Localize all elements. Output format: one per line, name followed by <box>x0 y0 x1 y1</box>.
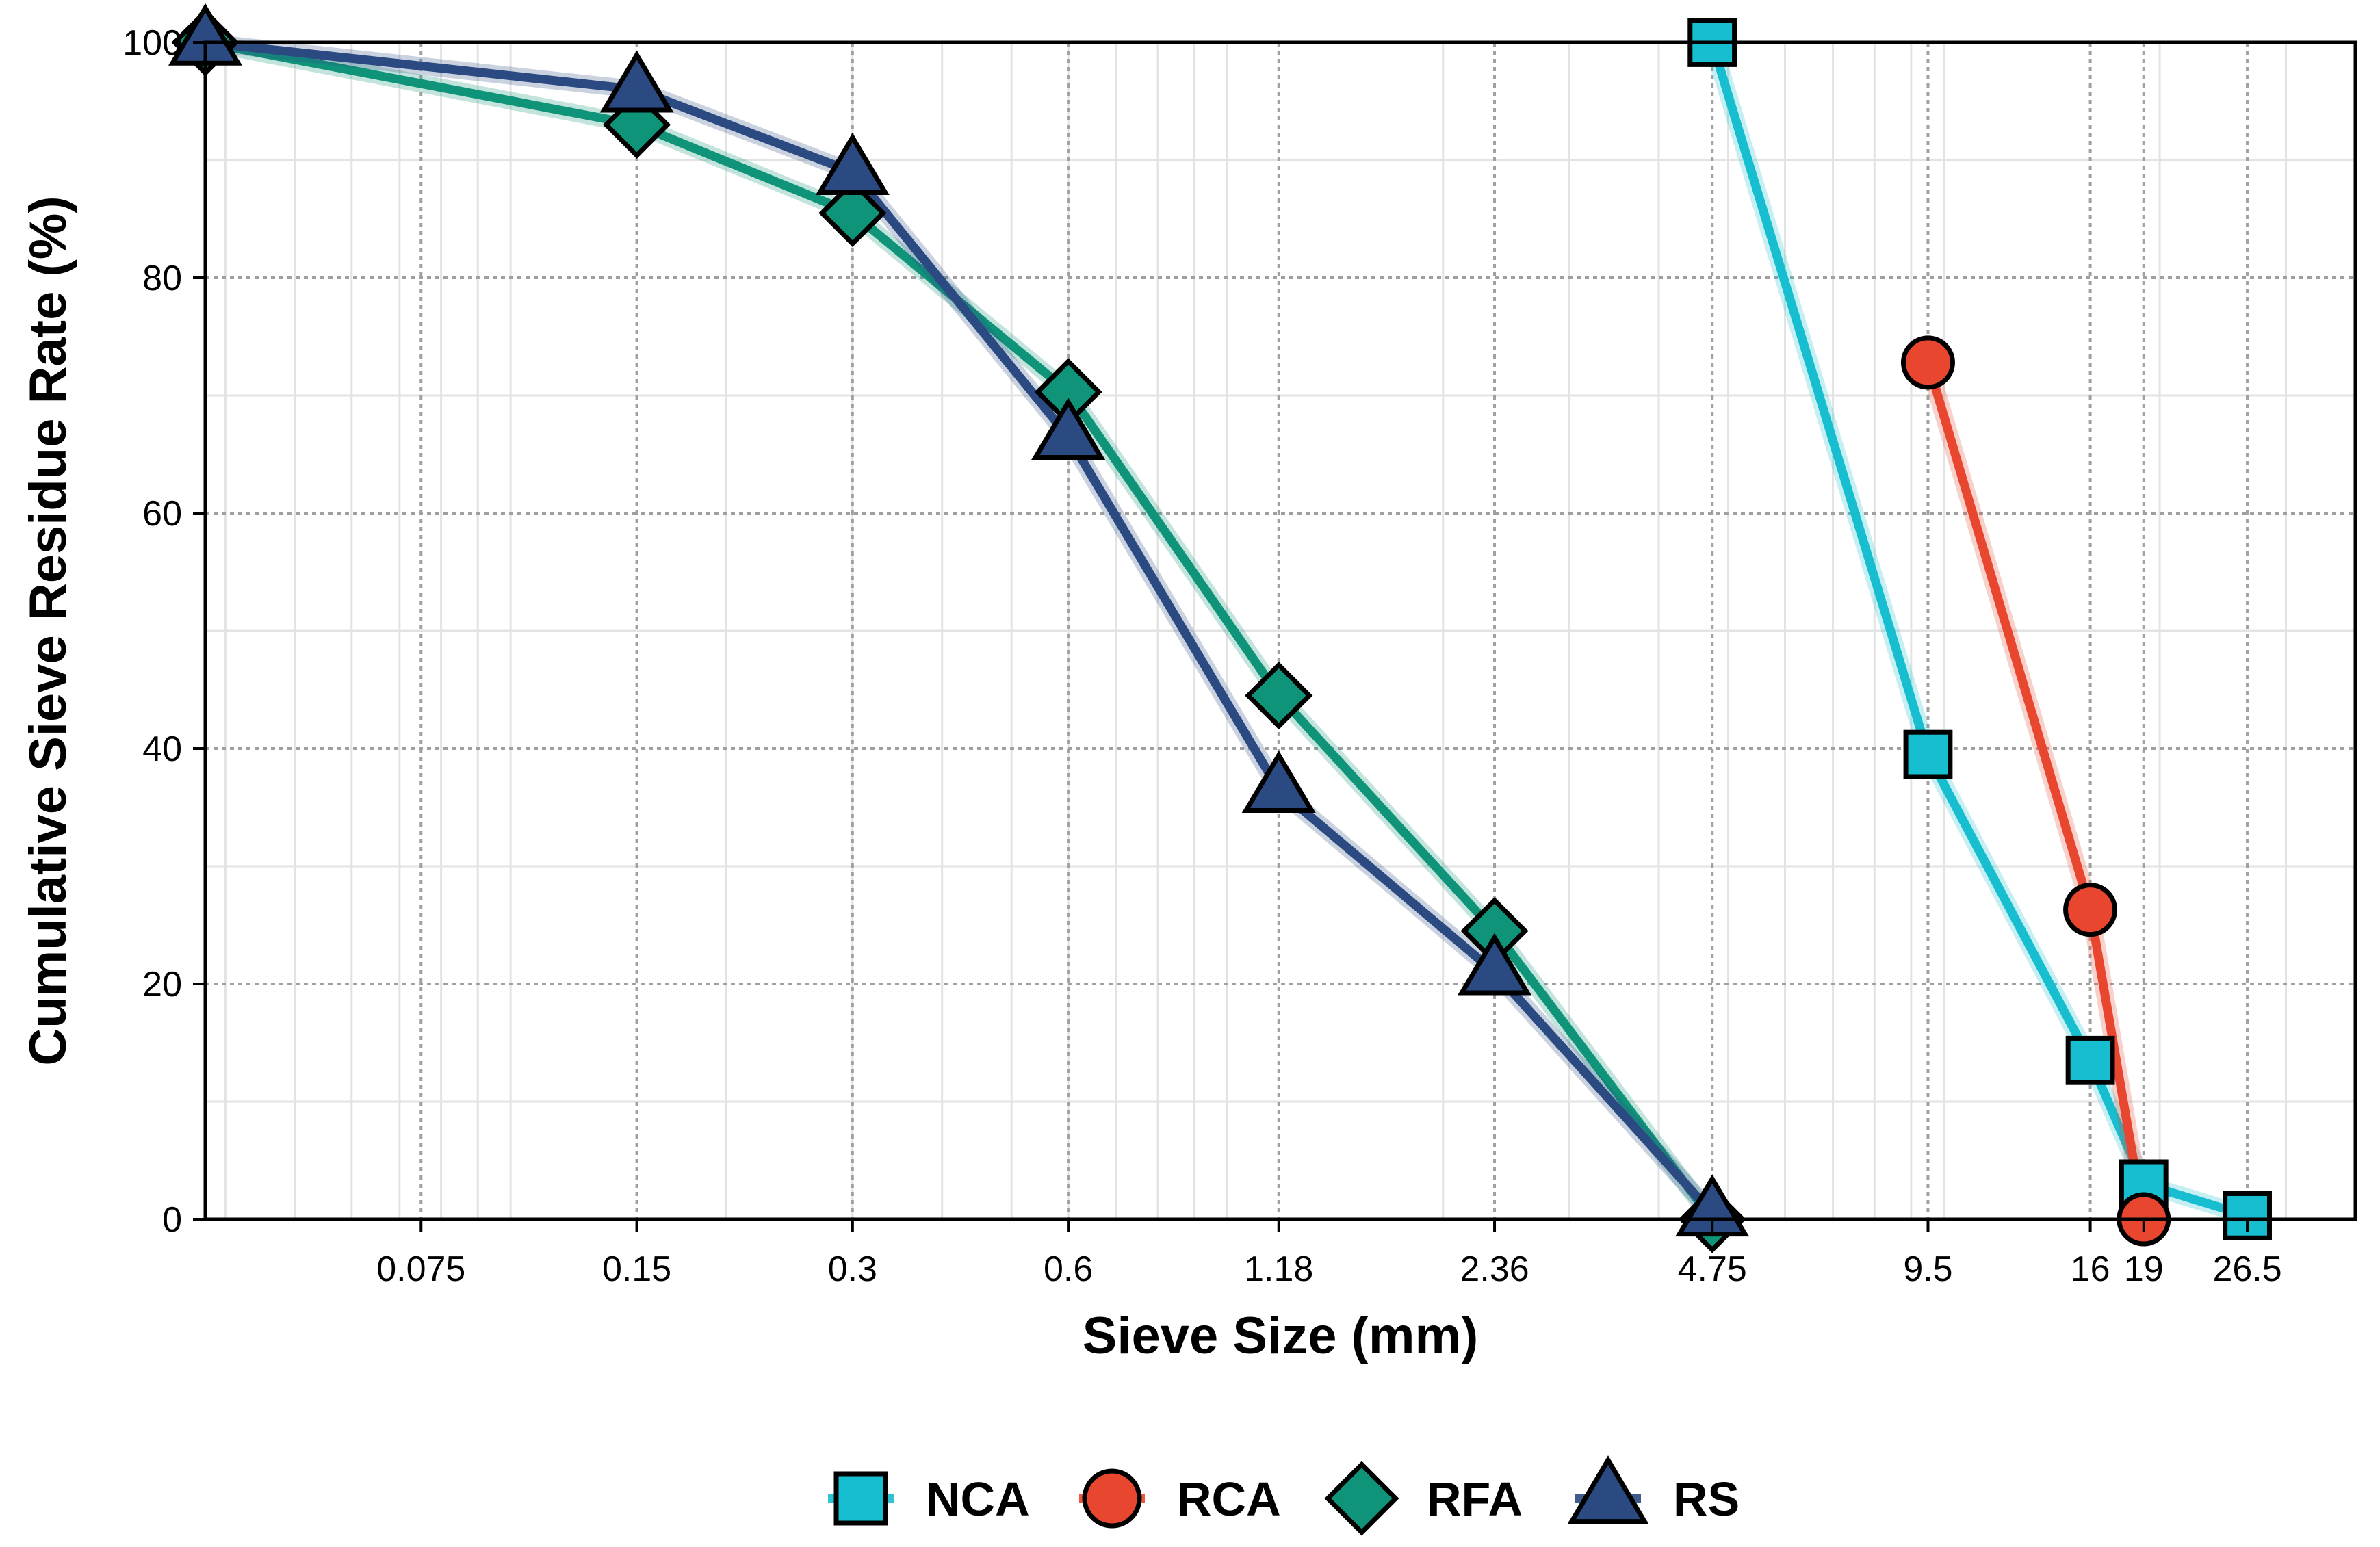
axes: 0.075 0.15 0.3 0.6 1.18 2.36 4.75 9.5 16 19 26.5 0 2… <box>122 23 2281 1289</box>
grid <box>205 41 2355 1221</box>
y-tick-label: 80 <box>142 259 182 298</box>
x-tick-label: 0.3 <box>828 1249 877 1289</box>
legend-label: NCA <box>926 1472 1030 1526</box>
data-point <box>1245 662 1313 730</box>
x-tick-label: 4.75 <box>1678 1249 1747 1289</box>
data-point <box>599 50 674 113</box>
x-tick-label: 1.18 <box>1244 1249 1313 1289</box>
y-tick-label: 20 <box>142 965 182 1004</box>
legend-label: RCA <box>1177 1472 1281 1526</box>
legend-label: RFA <box>1427 1472 1523 1526</box>
y-tick-label: 100 <box>122 23 182 63</box>
data-point <box>1241 750 1316 813</box>
x-tick-label: 26.5 <box>2212 1249 2281 1289</box>
data-point <box>1903 729 1953 779</box>
x-axis-title: Sieve Size (mm) <box>1083 1307 1479 1365</box>
x-tick-label: 0.15 <box>602 1249 671 1289</box>
data-point <box>1457 933 1532 996</box>
data-point <box>1900 335 1955 390</box>
y-axis-title: Cumulative Sieve Residue Rate (%) <box>19 196 77 1065</box>
legend-marker <box>833 1471 888 1526</box>
data-point <box>1031 397 1106 460</box>
x-tick-label: 0.075 <box>376 1249 465 1289</box>
x-tick-label: 0.6 <box>1044 1249 1093 1289</box>
legend-label: RS <box>1673 1472 1739 1526</box>
plot-frame <box>203 40 2357 1221</box>
x-tick-label: 9.5 <box>1903 1249 1952 1289</box>
data-point <box>818 179 887 247</box>
legend-marker <box>1567 1455 1649 1524</box>
legend: NCA RCA RFA RS <box>828 1455 1739 1536</box>
x-tick-label: 16 <box>2071 1249 2110 1289</box>
data-point <box>815 132 890 195</box>
series-line-halo <box>196 34 1722 1223</box>
y-tick-label: 0 <box>162 1200 182 1240</box>
x-tick-label: 19 <box>2124 1249 2164 1289</box>
legend-marker <box>1082 1468 1142 1529</box>
data-point <box>2065 1035 2115 1085</box>
legend-marker <box>1324 1461 1399 1536</box>
data-point <box>2063 883 2118 937</box>
y-tick-label: 40 <box>142 729 182 769</box>
marker-layer <box>168 3 2272 1253</box>
series-line <box>201 38 1717 1218</box>
data-point <box>602 90 671 159</box>
x-tick-label: 2.36 <box>1460 1249 1529 1289</box>
y-tick-label: 60 <box>142 494 182 534</box>
series-line <box>1707 38 2252 1221</box>
series-line-halo <box>1703 34 2257 1225</box>
